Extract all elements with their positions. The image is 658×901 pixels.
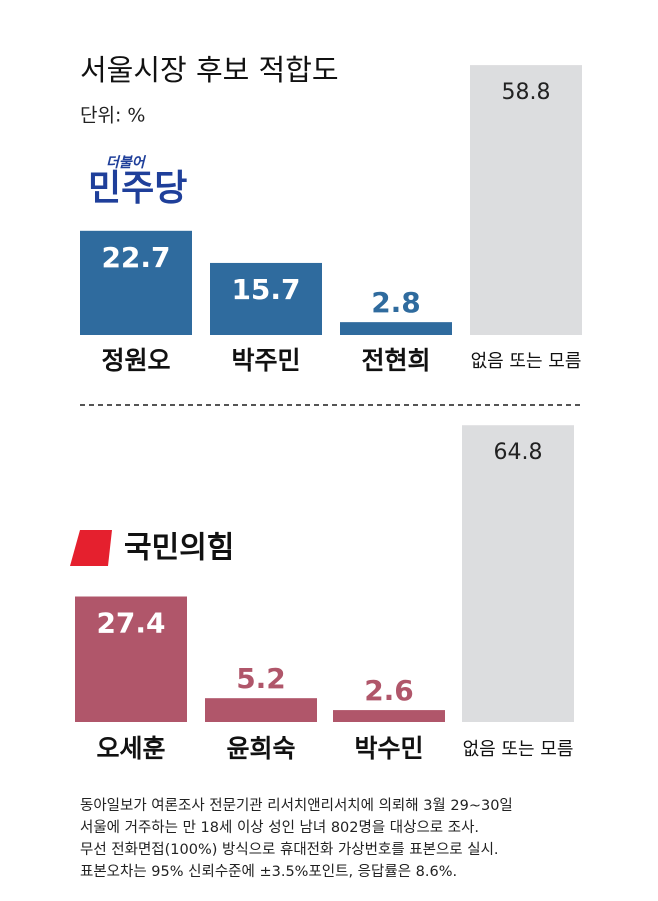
party-logo-small: 더불어 xyxy=(106,155,147,171)
value-label: 58.8 xyxy=(502,80,551,105)
value-label: 27.4 xyxy=(96,607,165,640)
bar xyxy=(462,425,574,722)
footnote-line: 표본오차는 95% 신뢰수준에 ±3.5%포인트, 응답률은 8.6%. xyxy=(80,863,457,880)
category-label: 정원오 xyxy=(101,346,170,375)
category-label: 오세훈 xyxy=(96,734,165,763)
category-label: 없음 또는 모름 xyxy=(463,739,574,760)
value-label: 2.6 xyxy=(364,674,414,707)
category-label: 없음 또는 모름 xyxy=(471,351,582,372)
unit: 단위: % xyxy=(80,105,145,127)
value-label: 15.7 xyxy=(231,273,300,306)
party-logo: 국민의힘 xyxy=(124,531,234,566)
bar xyxy=(333,710,445,722)
footnote-line: 동아일보가 여론조사 전문기관 리서치앤리서치에 의뢰해 3월 29~30일 xyxy=(80,797,513,814)
category-label: 전현희 xyxy=(361,346,430,375)
footnote-line: 무선 전화면접(100%) 방식으로 휴대전화 가상번호를 표본으로 실시. xyxy=(80,841,499,858)
party-logo: 민주당 xyxy=(88,168,187,209)
bar xyxy=(340,322,452,335)
title: 서울시장 후보 적합도 xyxy=(80,53,339,87)
bar xyxy=(80,230,192,335)
bar xyxy=(205,698,317,722)
bar xyxy=(470,65,582,335)
category-label: 박주민 xyxy=(231,346,300,375)
value-label: 2.8 xyxy=(371,286,421,319)
bar xyxy=(75,596,187,722)
category-label: 박수민 xyxy=(354,734,423,763)
value-label: 5.2 xyxy=(236,662,286,695)
value-label: 22.7 xyxy=(101,241,170,274)
party-icon xyxy=(70,530,112,566)
category-label: 윤희숙 xyxy=(226,734,295,763)
bar xyxy=(210,262,322,335)
value-label: 64.8 xyxy=(494,440,543,465)
footnote-line: 서울에 거주하는 만 18세 이상 성인 남녀 802명을 대상으로 조사. xyxy=(80,819,479,836)
